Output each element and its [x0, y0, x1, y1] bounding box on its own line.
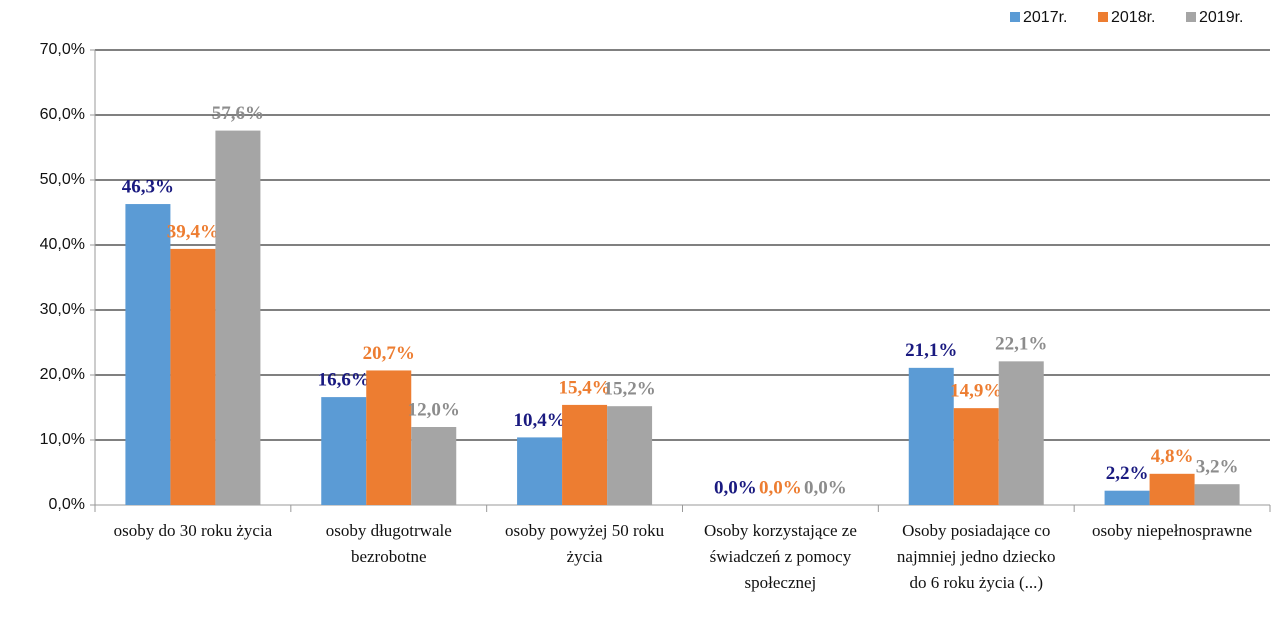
legend-swatch: [1010, 12, 1020, 22]
bar: [1194, 484, 1240, 505]
bar: [411, 427, 457, 505]
bar: [170, 248, 216, 505]
legend-swatch: [1186, 12, 1196, 22]
value-label: 46,3%: [122, 176, 174, 197]
value-label: 22,1%: [995, 334, 1047, 355]
value-label: 39,4%: [167, 221, 219, 242]
legend-label: 2017r.: [1023, 9, 1067, 26]
legend-swatch: [1098, 12, 1108, 22]
x-tick-label: osoby do 30 roku życia: [113, 521, 273, 540]
y-tick-label: 20,0%: [40, 366, 85, 383]
value-label: 10,4%: [513, 410, 565, 431]
bar: [517, 437, 563, 505]
value-label: 0,0%: [804, 477, 847, 498]
value-label: 21,1%: [905, 340, 957, 361]
value-label: 15,2%: [603, 379, 655, 400]
bar: [366, 370, 412, 505]
bar: [1104, 490, 1150, 505]
x-tick-label: Osoby posiadające co najmniej jedno dzie…: [896, 521, 1056, 592]
value-label: 0,0%: [714, 477, 757, 498]
y-tick-label: 60,0%: [40, 106, 85, 123]
value-label: 14,9%: [950, 381, 1002, 402]
bar: [953, 408, 999, 505]
bar: [321, 397, 367, 505]
value-label: 0,0%: [759, 477, 802, 498]
value-label: 4,8%: [1151, 446, 1194, 467]
value-label: 2,2%: [1106, 463, 1149, 484]
bar: [1149, 473, 1195, 505]
x-tick-label: Osoby korzystające ze świadczeń z pomocy…: [703, 521, 857, 592]
value-label: 12,0%: [408, 399, 460, 420]
x-tick-label: osoby niepełnosprawne: [1092, 521, 1253, 540]
y-tick-label: 10,0%: [40, 431, 85, 448]
bar: [908, 367, 954, 505]
legend-label: 2018r.: [1111, 9, 1155, 26]
y-tick-label: 40,0%: [40, 236, 85, 253]
bar: [215, 130, 261, 505]
legend-label: 2019r.: [1199, 9, 1243, 26]
y-tick-label: 70,0%: [40, 41, 85, 58]
value-label: 15,4%: [558, 377, 610, 398]
value-label: 3,2%: [1196, 457, 1239, 478]
x-tick-label: osoby długotrwale bezrobotne: [325, 521, 452, 566]
bar: [998, 361, 1044, 505]
x-tick-label: osoby powyżej 50 roku życia: [505, 521, 665, 566]
value-label: 16,6%: [318, 369, 370, 390]
y-tick-label: 30,0%: [40, 301, 85, 318]
bar: [607, 406, 653, 505]
bar: [562, 404, 608, 505]
bar: [125, 204, 171, 506]
value-label: 57,6%: [212, 103, 264, 124]
y-tick-label: 0,0%: [49, 496, 85, 513]
value-label: 20,7%: [363, 343, 415, 364]
y-tick-label: 50,0%: [40, 171, 85, 188]
